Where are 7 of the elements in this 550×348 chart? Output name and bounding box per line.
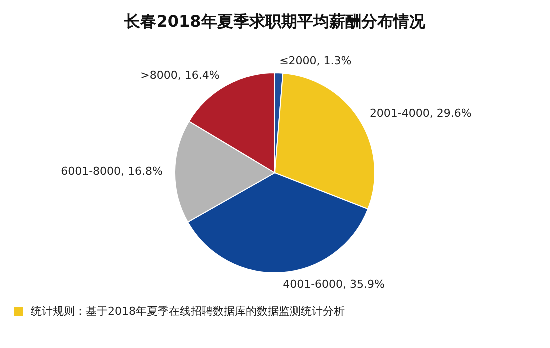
slice-label: 6001-8000, 16.8% (61, 165, 164, 178)
text: 统计规则：基于2018年夏季在线招聘数据库的数据监测统计分析 (31, 304, 345, 319)
chart-title: 长春2018年夏季求职期平均薪酬分布情况 (124, 12, 426, 33)
slice-label: ≤2000, 1.3% (280, 54, 352, 68)
slice-label: >8000, 16.4% (140, 69, 220, 82)
slice-label: 4001-6000, 35.9% (283, 278, 385, 292)
slice-label: 2001-4000, 29.6% (370, 107, 472, 120)
